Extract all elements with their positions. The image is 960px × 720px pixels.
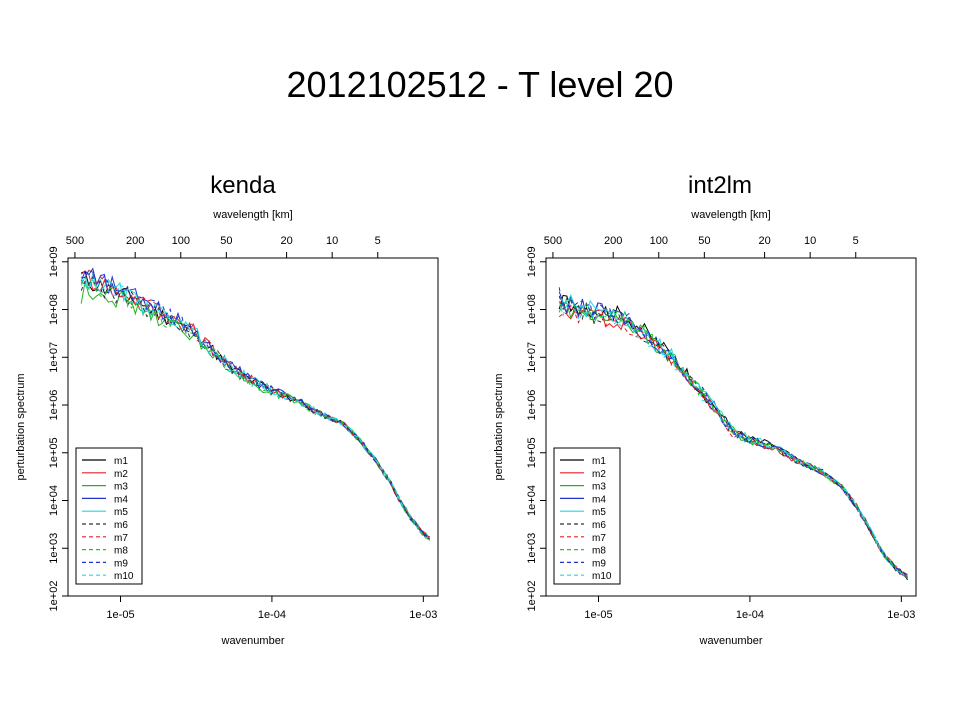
legend-label: m3: [114, 482, 128, 493]
top-tick-label: 20: [758, 235, 770, 247]
slide-title: 2012102512 - T level 20: [286, 64, 674, 105]
series-line-m9: [558, 287, 908, 578]
legend-label: m5: [592, 507, 606, 518]
x-tick-label: 1e-05: [584, 609, 612, 621]
y-tick-label: 1e+07: [526, 342, 538, 373]
y-tick-label: 1e+05: [48, 437, 60, 468]
series-line-m9: [81, 269, 430, 540]
y-tick-label: 1e+03: [526, 533, 538, 564]
series-line-m8: [80, 279, 430, 542]
y-tick-label: 1e+06: [48, 390, 60, 421]
y-tick-label: 1e+09: [526, 246, 538, 277]
legend-label: m8: [592, 546, 606, 557]
top-tick-label: 5: [375, 235, 381, 247]
x-axis-label: wavenumber: [699, 635, 763, 647]
legend-label: m7: [114, 533, 128, 544]
top-tick-label: 10: [326, 235, 338, 247]
legend-label: m2: [592, 469, 606, 480]
legend-label: m7: [592, 533, 606, 544]
series-line-m5: [80, 272, 431, 542]
y-tick-label: 1e+08: [526, 294, 538, 325]
y-tick-label: 1e+04: [526, 485, 538, 516]
legend-label: m2: [114, 469, 128, 480]
y-tick-label: 1e+06: [526, 390, 538, 421]
x-tick-label: 1e-04: [258, 609, 286, 621]
x-tick-label: 1e-05: [106, 609, 134, 621]
top-tick-label: 500: [66, 235, 84, 247]
top-tick-label: 200: [126, 235, 144, 247]
panel-title-kenda: kenda: [210, 172, 276, 199]
series-group: [558, 287, 909, 581]
top-tick-label: 50: [220, 235, 232, 247]
top-tick-label: 10: [804, 235, 816, 247]
x-tick-label: 1e-03: [887, 609, 915, 621]
series-group: [80, 267, 431, 542]
legend-box: [553, 447, 621, 585]
y-tick-label: 1e+05: [526, 437, 538, 468]
legend-box: [75, 447, 143, 585]
plot-frame: [67, 257, 439, 597]
legend-label: m6: [592, 520, 606, 531]
legend-label: m10: [592, 571, 612, 582]
y-axis-label: perturbation spectrum: [493, 374, 505, 481]
legend-label: m3: [592, 482, 606, 493]
y-tick-label: 1e+02: [48, 581, 60, 612]
x-tick-label: 1e-04: [736, 609, 764, 621]
legend-label: m8: [114, 546, 128, 557]
y-tick-label: 1e+07: [48, 342, 60, 373]
legend-label: m5: [114, 507, 128, 518]
y-tick-label: 1e+08: [48, 294, 60, 325]
y-tick-label: 1e+03: [48, 533, 60, 564]
top-tick-label: 5: [853, 235, 859, 247]
legend-label: m10: [114, 571, 134, 582]
y-tick-label: 1e+02: [526, 581, 538, 612]
y-axis-label: perturbation spectrum: [15, 374, 27, 481]
legend-label: m6: [114, 520, 128, 531]
legend-label: m4: [114, 494, 128, 505]
top-axis-label: wavelength [km]: [212, 209, 292, 221]
top-tick-label: 20: [280, 235, 292, 247]
top-tick-label: 50: [698, 235, 710, 247]
top-tick-label: 200: [604, 235, 622, 247]
x-tick-label: 1e-03: [409, 609, 437, 621]
legend-label: m9: [592, 558, 606, 569]
top-axis-label: wavelength [km]: [690, 209, 770, 221]
legend-label: m4: [592, 494, 606, 505]
y-tick-label: 1e+09: [48, 246, 60, 277]
legend-label: m1: [592, 456, 606, 467]
legend-label: m1: [114, 456, 128, 467]
top-tick-label: 100: [172, 235, 190, 247]
top-tick-label: 500: [544, 235, 562, 247]
y-tick-label: 1e+04: [48, 485, 60, 516]
top-tick-label: 100: [650, 235, 668, 247]
x-axis-label: wavenumber: [221, 635, 285, 647]
legend-label: m9: [114, 558, 128, 569]
panel-title-int2lm: int2lm: [687, 172, 753, 199]
plot-frame: [545, 257, 917, 597]
